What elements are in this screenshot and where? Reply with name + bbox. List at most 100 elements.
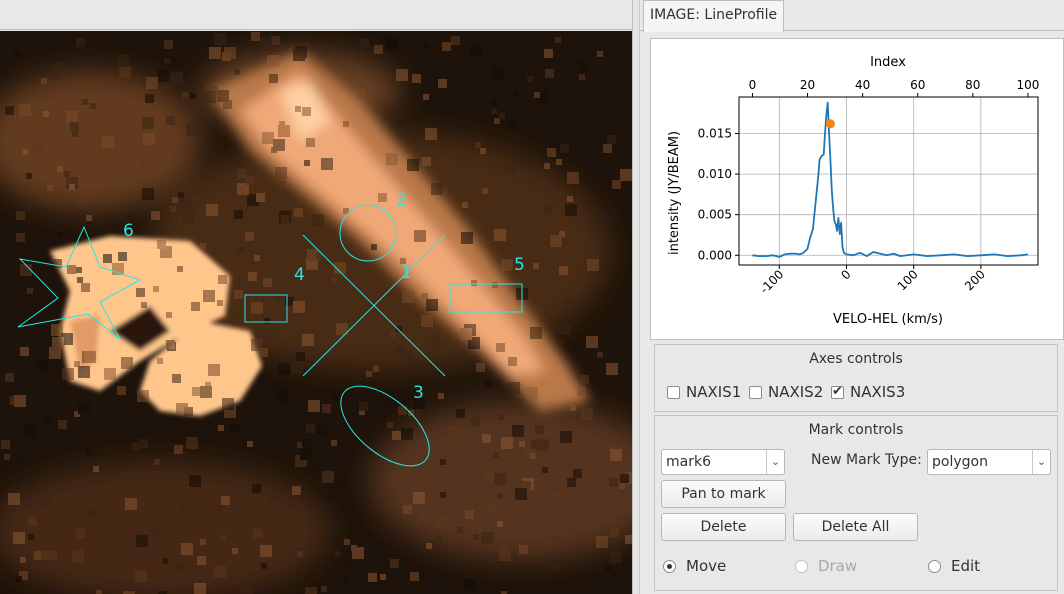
plot-axes-box [738,96,1039,266]
image-pixel-noise [534,92,540,98]
image-pixel-noise [72,550,84,562]
image-pixel-noise [25,560,34,569]
mark-5-box[interactable] [449,283,523,313]
mode-move-dot[interactable] [663,559,676,573]
image-pixel-noise [497,521,503,527]
image-pixel-noise [177,266,183,272]
image-pixel-noise [470,45,482,57]
image-pixel-noise [395,346,404,355]
naxis2-box[interactable] [749,385,762,399]
image-pixel-noise [343,121,349,127]
new-mark-type-select[interactable]: polygon ⌄ [927,449,1051,475]
delete-button[interactable]: Delete [661,513,786,541]
mode-edit-radio[interactable]: Edit [928,557,980,575]
image-pixel-noise [497,493,503,499]
image-pixel-noise [44,415,53,424]
image-pixel-noise [5,373,14,382]
image-pixel-noise [86,449,92,455]
new-mark-type-value: polygon [932,454,988,470]
image-pixel-noise [151,527,160,536]
image-pixel-noise [606,565,612,571]
image-pixel-noise [559,266,568,275]
image-pixel-noise [331,440,337,446]
image-pixel-noise [119,66,131,78]
image-pixel-noise [260,545,272,557]
image-pixel-noise [486,499,498,511]
image-pixel-noise [281,215,290,224]
image-pixel-noise [302,334,314,346]
pan-to-mark-button[interactable]: Pan to mark [661,480,786,508]
image-pixel-noise [194,583,206,594]
image-canvas[interactable]: 1 2 3 4 5 6 [0,31,632,594]
image-pixel-noise [493,67,505,79]
mode-move-radio[interactable]: Move [663,557,726,575]
image-pixel-noise [625,535,632,544]
top-tick-label: 60 [910,78,925,92]
image-pixel-noise [66,111,78,123]
image-pixel-noise [300,448,312,460]
mark-6-polygon[interactable] [17,225,142,340]
image-pixel-noise [1,440,10,449]
image-pixel-noise [475,142,481,148]
mark-1-cross-line-b[interactable] [302,234,446,377]
pane-splitter[interactable] [632,0,640,594]
image-pixel-noise [278,363,290,375]
image-pixel-noise [431,183,443,195]
naxis3-checkbox[interactable]: NAXIS3 [831,383,905,401]
image-pixel-noise [137,390,149,402]
fits-image[interactable]: 1 2 3 4 5 6 [0,31,632,594]
image-pixel-noise [263,278,272,287]
mark-3-ellipse[interactable] [327,371,443,481]
x-axis-label: VELO-HEL (km/s) [833,312,943,327]
image-pixel-noise [262,132,274,144]
top-tick-label: 40 [855,78,870,92]
image-pixel-noise [318,425,327,434]
image-pixel-noise [343,208,349,214]
image-pixel-noise [269,74,278,83]
mark-select-chevron-down-icon[interactable]: ⌄ [766,450,784,474]
naxis1-box[interactable] [667,385,680,399]
image-pixel-noise [606,363,618,375]
image-pixel-noise [308,400,320,412]
naxis3-box[interactable] [831,384,844,399]
delete-all-button[interactable]: Delete All [793,513,918,541]
cursor-marker-point[interactable] [825,119,835,129]
image-pixel-noise [171,72,183,84]
image-pixel-noise [254,255,260,261]
image-pixel-noise [165,82,171,88]
image-pixel-noise [16,211,25,220]
image-pixel-noise [574,480,580,486]
naxis1-checkbox[interactable]: NAXIS1 [667,383,741,401]
image-pixel-noise [305,587,317,594]
image-pixel-noise [246,176,255,185]
image-pixel-noise [304,160,310,166]
image-pixel-noise [33,145,42,154]
mark-2-circle[interactable] [339,204,397,262]
mode-edit-dot[interactable] [928,559,941,573]
image-pixel-noise [620,474,629,483]
image-pixel-noise [181,543,193,555]
mark-4-box[interactable] [244,294,288,323]
image-pixel-noise [499,113,505,119]
image-pixel-noise [508,357,517,366]
line-profile-plot[interactable]: Index VELO-HEL (km/s) intensity (JY/BEAM… [650,38,1064,340]
mark-4-label: 4 [294,265,305,285]
image-pixel-noise [200,539,206,545]
image-pixel-noise [456,409,465,418]
mode-draw-radio: Draw [795,557,857,575]
image-pixel-noise [556,159,562,165]
image-pixel-noise [217,300,223,306]
mark-select[interactable]: mark6 ⌄ [661,449,785,475]
image-pixel-noise [280,180,286,186]
image-pixel-noise [462,202,468,208]
image-pixel-noise [64,171,70,177]
image-pixel-noise [513,90,519,96]
image-pixel-noise [544,49,553,58]
image-pixel-noise [145,94,154,103]
image-pixel-noise [78,402,90,414]
tab-lineprofile[interactable]: IMAGE: LineProfile [643,0,785,32]
naxis2-checkbox[interactable]: NAXIS2 [749,383,823,401]
image-pixel-noise [366,371,372,377]
image-pixel-noise [118,252,127,261]
new-mark-type-chevron-down-icon[interactable]: ⌄ [1032,450,1050,474]
